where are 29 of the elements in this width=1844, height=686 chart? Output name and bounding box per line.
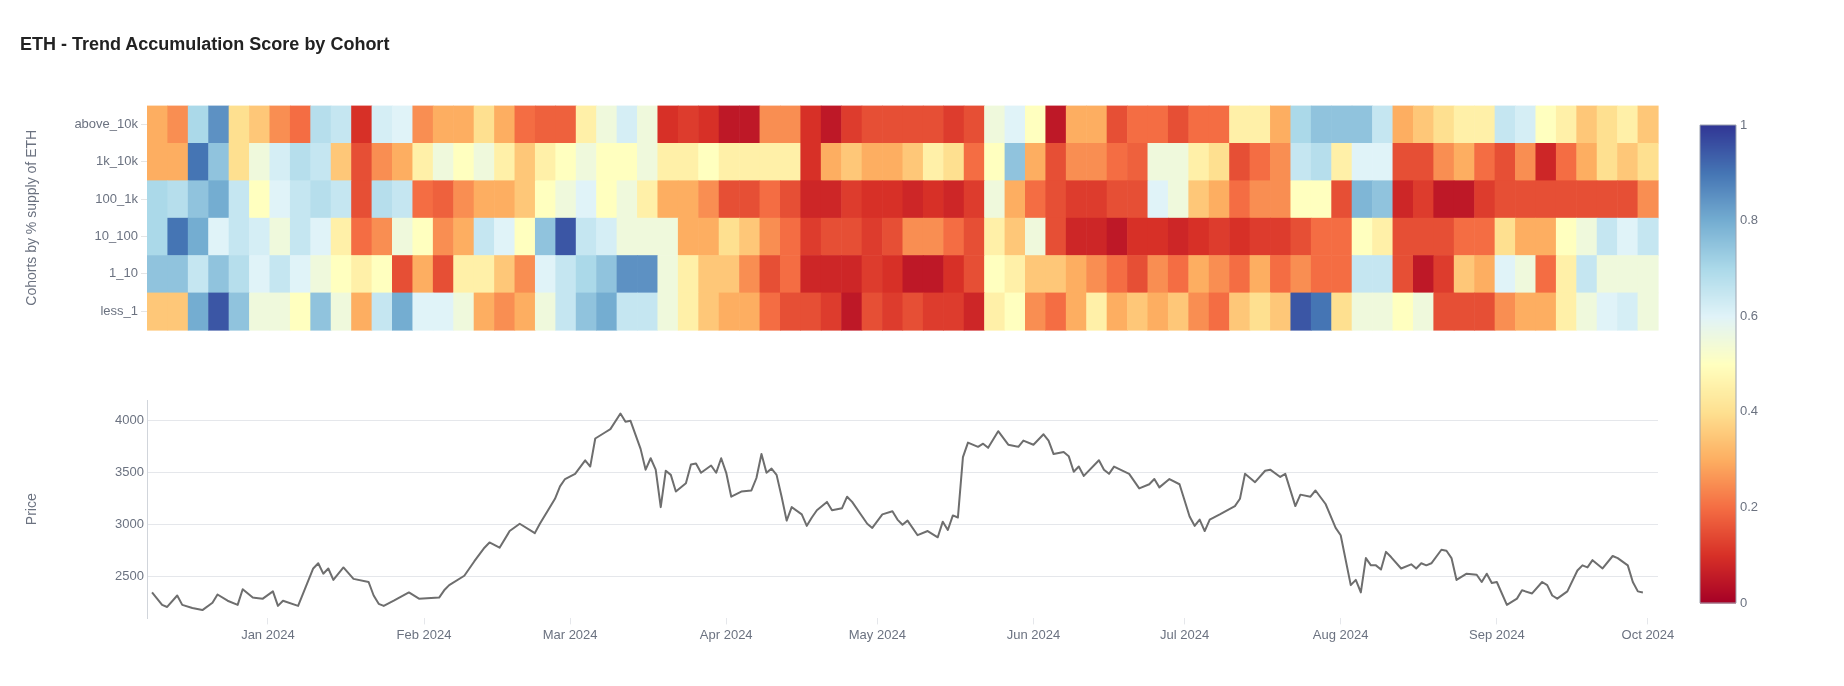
x-tick-label: Jun 2024 — [1006, 626, 1061, 642]
y-tick-label: 4000 — [115, 412, 144, 428]
x-tick-label: Jan 2024 — [241, 626, 295, 642]
y-axis-title: Cohorts by % supply of ETH — [23, 129, 40, 306]
y-tick-label: less_1 — [100, 302, 138, 318]
x-tick-label: Jul 2024 — [1159, 626, 1210, 642]
y-tick-label: 2500 — [115, 568, 144, 584]
x-tick-label: Mar 2024 — [542, 626, 598, 642]
color-bar-label: 0.8 — [1740, 212, 1759, 228]
color-bar-label: 0.4 — [1740, 403, 1759, 419]
y-tick-label: 1k_10k — [96, 153, 139, 169]
y-axis-title: Price — [23, 493, 40, 526]
color-bar-label: 0 — [1740, 594, 1748, 610]
x-tick-label: Aug 2024 — [1312, 626, 1369, 642]
x-tick-label: Sep 2024 — [1468, 626, 1525, 642]
x-tick-label: Feb 2024 — [396, 626, 452, 642]
y-tick-label: 10_100 — [94, 228, 138, 244]
x-tick-label: Oct 2024 — [1621, 626, 1675, 642]
color-bar-label: 0.2 — [1740, 498, 1759, 514]
chart-title: ETH - Trend Accumulation Score by Cohort — [20, 33, 390, 54]
x-tick-label: Apr 2024 — [699, 626, 753, 642]
color-bar-label: 1 — [1740, 116, 1748, 132]
y-tick-label: 1_10 — [109, 265, 138, 281]
color-bar-label: 0.6 — [1740, 307, 1759, 323]
y-tick-label: 3000 — [115, 516, 144, 532]
y-tick-label: above_10k — [74, 115, 139, 131]
y-tick-label: 3500 — [115, 464, 144, 480]
y-tick-label: 100_1k — [95, 190, 139, 206]
x-tick-label: May 2024 — [848, 626, 906, 642]
